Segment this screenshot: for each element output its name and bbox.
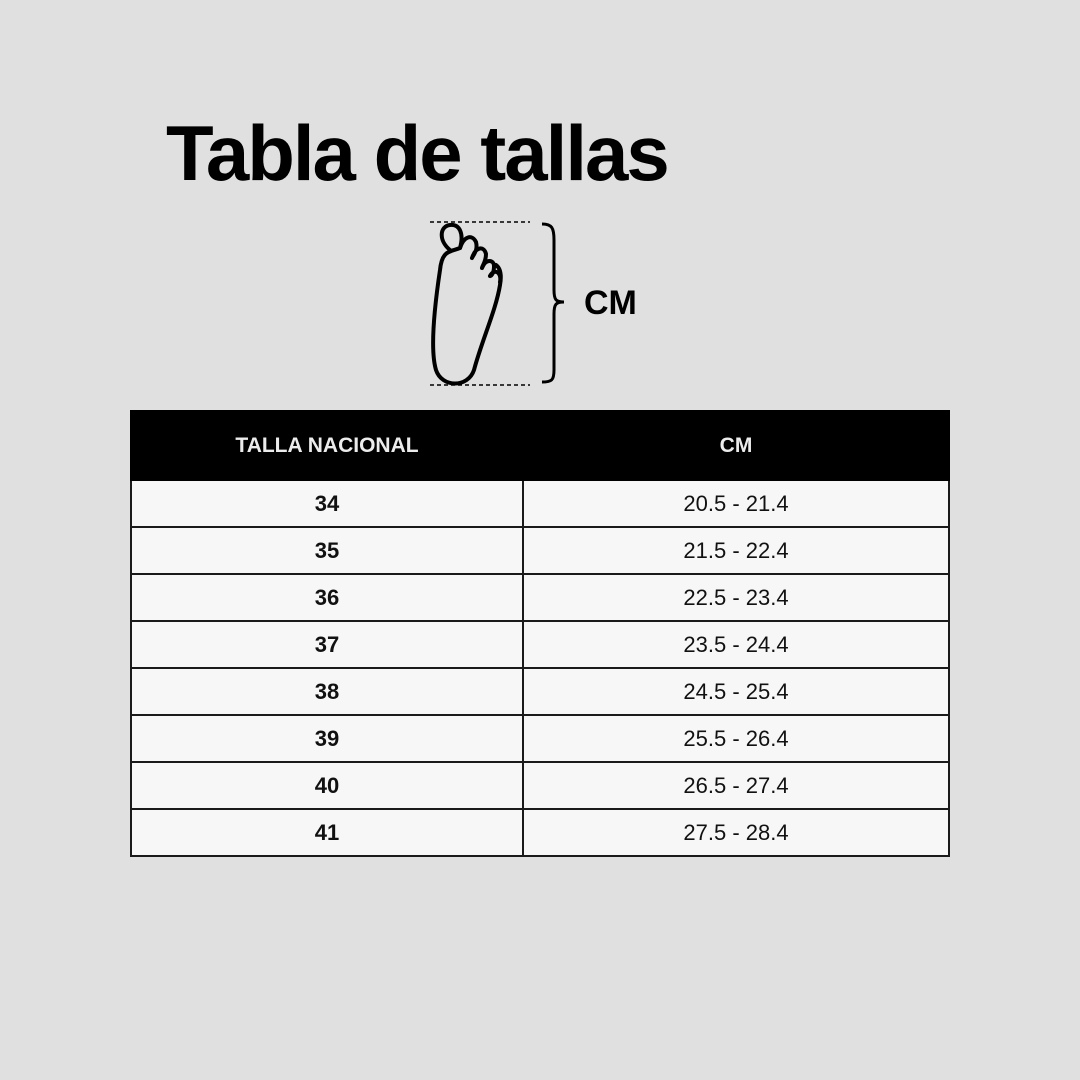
header-size: TALLA NACIONAL <box>130 410 524 481</box>
cm-cell: 21.5 - 22.4 <box>522 526 950 575</box>
size-cell: 38 <box>130 667 524 716</box>
unit-label: CM <box>584 284 637 322</box>
cm-cell: 20.5 - 21.4 <box>522 479 950 528</box>
cm-cell: 27.5 - 28.4 <box>522 808 950 857</box>
size-cell: 35 <box>130 526 524 575</box>
table-row: 35 21.5 - 22.4 <box>130 526 950 575</box>
size-cell: 41 <box>130 808 524 857</box>
table-row: 39 25.5 - 26.4 <box>130 714 950 763</box>
table-row: 38 24.5 - 25.4 <box>130 667 950 716</box>
size-cell: 34 <box>130 479 524 528</box>
cm-cell: 23.5 - 24.4 <box>522 620 950 669</box>
size-cell: 37 <box>130 620 524 669</box>
table-row: 36 22.5 - 23.4 <box>130 573 950 622</box>
size-cell: 39 <box>130 714 524 763</box>
cm-cell: 25.5 - 26.4 <box>522 714 950 763</box>
size-cell: 40 <box>130 761 524 810</box>
table-row: 41 27.5 - 28.4 <box>130 808 950 857</box>
foot-length-icon <box>430 221 565 386</box>
size-cell: 36 <box>130 573 524 622</box>
table-row: 37 23.5 - 24.4 <box>130 620 950 669</box>
table-row: 40 26.5 - 27.4 <box>130 761 950 810</box>
table-row: 34 20.5 - 21.4 <box>130 479 950 528</box>
header-cm: CM <box>522 410 950 481</box>
cm-cell: 22.5 - 23.4 <box>522 573 950 622</box>
table-header-row: TALLA NACIONAL CM <box>130 410 950 481</box>
page-title: Tabla de tallas <box>166 109 670 197</box>
cm-cell: 26.5 - 27.4 <box>522 761 950 810</box>
cm-cell: 24.5 - 25.4 <box>522 667 950 716</box>
size-table: TALLA NACIONAL CM 34 20.5 - 21.4 35 21.5 - … <box>130 410 950 857</box>
